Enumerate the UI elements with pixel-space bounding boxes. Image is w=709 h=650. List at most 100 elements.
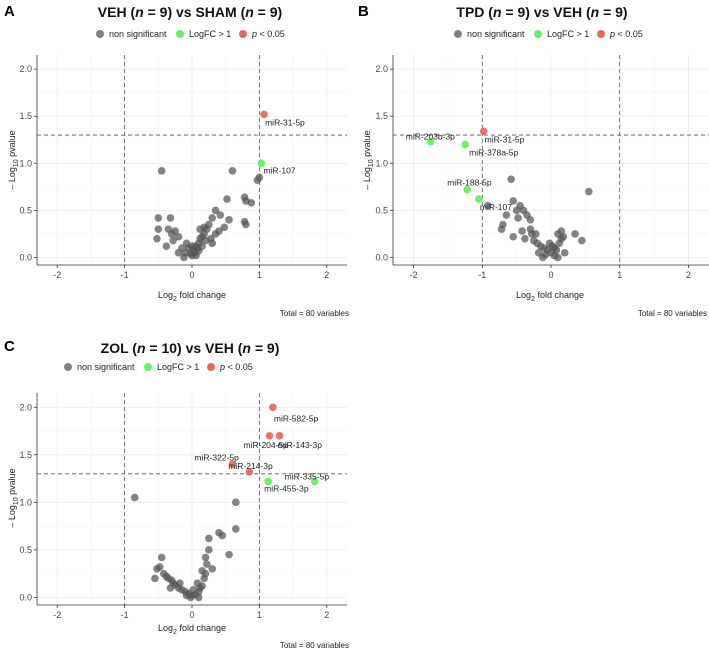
title-part: n	[493, 4, 502, 20]
title-part: = 9)	[254, 4, 282, 20]
title-part: VEH (	[98, 4, 136, 20]
legend-label-logfc: LogFC > 1	[189, 29, 231, 39]
point-ns	[534, 248, 543, 257]
point-ns	[174, 232, 183, 241]
y-tick-label: 0.5	[19, 545, 32, 555]
point-label: miR-188-5p	[447, 178, 492, 188]
y-axis-title-pre: – Log	[7, 505, 17, 528]
point-ns	[198, 566, 206, 575]
y-tick-label: 2.0	[375, 64, 388, 74]
point-ns	[247, 199, 256, 207]
point-ns	[196, 225, 204, 234]
point-ns	[153, 234, 161, 243]
point-logfc	[463, 185, 471, 194]
title-part: ZOL (	[101, 340, 138, 356]
x-axis-title-rest: fold change	[177, 290, 226, 300]
point-logfc	[257, 159, 266, 168]
x-tick-label: 2	[324, 610, 329, 620]
point-ns	[169, 236, 177, 245]
title-part: n	[135, 4, 144, 20]
title-part: n	[591, 4, 600, 20]
x-axis-title-sub: 2	[531, 296, 535, 303]
y-axis-title: – Log10 pvalue	[362, 130, 375, 189]
y-axis-title: – Log10 pvalue	[7, 130, 20, 189]
point-ns	[554, 253, 562, 262]
points: miR-31-5p miR-107	[153, 110, 305, 262]
point-ns	[203, 560, 211, 568]
panel-letter: B	[358, 3, 369, 20]
point-label: miR-31-5p	[265, 117, 305, 127]
point-logfc	[475, 195, 483, 203]
legend-p-italic: p	[219, 362, 225, 372]
y-axis-title-sub: 10	[13, 497, 20, 505]
y-tick-label: 1.5	[19, 111, 32, 121]
legend-label-pval: p < 0.05	[219, 362, 253, 372]
point-ns	[205, 546, 213, 554]
point-ns	[228, 167, 237, 175]
points: miR-203b-3p miR-378a-5p miR-31-5p miR-188-5…	[406, 127, 593, 262]
x-tick-label: -2	[53, 610, 61, 620]
point-ns	[194, 593, 203, 602]
point-ns	[220, 223, 229, 232]
x-tick-label: -2	[53, 270, 61, 280]
point-ns	[162, 242, 171, 250]
panel-letter: A	[4, 3, 15, 20]
point-ns	[174, 248, 183, 257]
point-ns	[578, 236, 586, 245]
point-label: miR-107	[263, 165, 295, 175]
title-part: = 9) vs VEH (	[502, 4, 591, 20]
legend-marker-logfc	[176, 30, 184, 38]
legend-label-pval: p < 0.05	[609, 29, 643, 39]
point-label: miR-582-5p	[274, 413, 319, 423]
point-ns	[201, 236, 210, 245]
point-ns	[584, 187, 593, 196]
point-label: miR-143-3p	[278, 440, 323, 450]
grid	[37, 55, 347, 265]
point-label: miR-214-3p	[228, 461, 273, 471]
x-axis-title: Log2 fold change	[158, 290, 226, 303]
grid	[37, 393, 347, 605]
x-tick-label: 1	[257, 270, 262, 280]
legend-p-italic: p	[609, 29, 615, 39]
footnote: Total = 80 variables	[280, 641, 349, 650]
legend: non significant LogFC > 1 p < 0.05	[64, 362, 253, 372]
title-part: = 10) vs VEH (	[146, 340, 243, 356]
title-part: n	[137, 340, 146, 356]
point-ns	[153, 565, 161, 573]
point-ns	[232, 498, 240, 507]
title-part: n	[242, 340, 251, 356]
point-ns	[151, 574, 159, 583]
legend-marker-logfc	[144, 363, 152, 371]
y-axis-title-rest: pvalue	[362, 130, 372, 159]
x-tick-label: 2	[686, 270, 691, 280]
point-label: miR-203b-3p	[406, 132, 455, 142]
point-ns	[166, 214, 175, 222]
point-pval	[275, 431, 284, 440]
legend-marker-pval	[207, 363, 215, 371]
point-ns	[545, 239, 554, 248]
point-ns	[521, 234, 529, 243]
panel-letter: C	[4, 338, 15, 355]
x-axis-title-base: Log	[158, 623, 173, 633]
point-ns	[205, 534, 213, 543]
point-ns	[208, 565, 217, 573]
x-tick-label: -2	[410, 270, 418, 280]
point-label: miR-378a-5p	[469, 147, 518, 157]
point-ns	[232, 525, 240, 533]
footnote: Total = 80 variables	[638, 309, 707, 318]
y-tick-label: 1.0	[375, 158, 388, 168]
point-logfc	[310, 477, 319, 486]
point-ns	[193, 579, 202, 587]
x-axis-title-rest: fold change	[535, 290, 584, 300]
point-ns	[218, 531, 227, 540]
point-pval	[265, 431, 274, 440]
point-pval	[269, 403, 277, 412]
legend-label-ns: non significant	[77, 362, 135, 372]
point-ns	[509, 232, 518, 241]
y-axis-title-pre: – Log	[7, 167, 17, 190]
x-axis-title-sub: 2	[173, 629, 177, 636]
point-ns	[211, 230, 220, 238]
footnote: Total = 80 variables	[280, 309, 349, 318]
title-part: = 9) vs SHAM (	[144, 4, 246, 20]
